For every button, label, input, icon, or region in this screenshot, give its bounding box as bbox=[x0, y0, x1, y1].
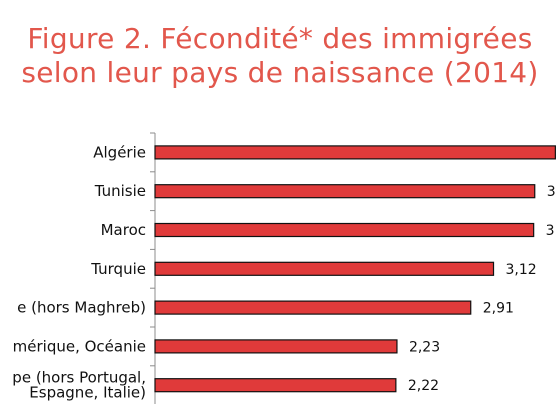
bar bbox=[154, 261, 495, 276]
category-label: Turquie bbox=[90, 260, 146, 278]
chart-title-line-2: selon leur pays de naissance (2014) bbox=[21, 56, 539, 89]
category-label: mérique, Océanie bbox=[13, 337, 146, 355]
bar bbox=[154, 184, 536, 199]
bar bbox=[154, 339, 398, 354]
bar bbox=[154, 145, 556, 160]
category-label: Tunisie bbox=[94, 182, 146, 200]
value-label: 2,91 bbox=[483, 301, 514, 317]
category-label: e (hors Maghreb) bbox=[17, 299, 146, 317]
category-label: Espagne, Italie) bbox=[29, 384, 146, 402]
value-label: 2,22 bbox=[408, 378, 439, 394]
value-label: 3 bbox=[547, 184, 556, 200]
bar bbox=[154, 222, 535, 238]
chart-title-line-1: Figure 2. Fécondité* des immigrées bbox=[27, 22, 533, 55]
category-label: pe (hors Portugal, bbox=[12, 369, 146, 387]
value-label: 3 bbox=[546, 223, 555, 239]
bar bbox=[154, 378, 397, 393]
value-label: 2,23 bbox=[409, 339, 440, 355]
value-label: 3,12 bbox=[506, 262, 537, 278]
bar bbox=[154, 300, 472, 315]
category-label: Maroc bbox=[101, 221, 146, 239]
category-label: Algérie bbox=[93, 143, 146, 161]
